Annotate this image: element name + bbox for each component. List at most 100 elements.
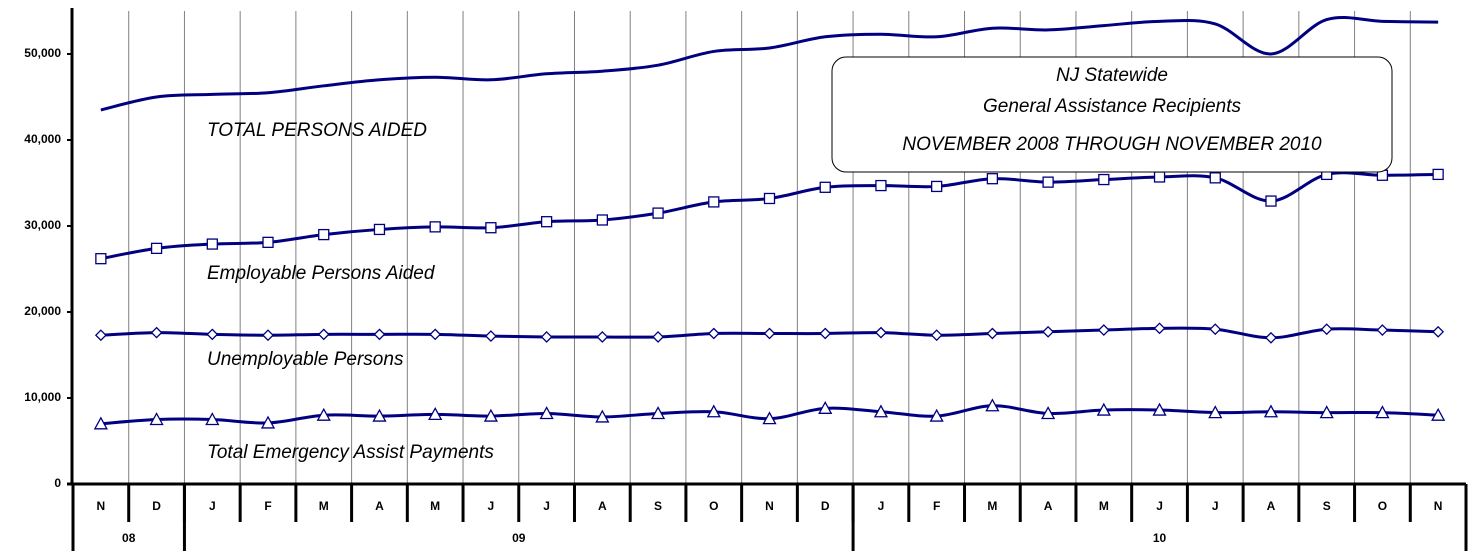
marker <box>985 398 1000 412</box>
marker <box>317 328 330 341</box>
marker <box>1265 195 1277 207</box>
marker <box>1431 407 1446 421</box>
marker <box>1097 324 1110 336</box>
marker <box>650 406 666 420</box>
marker <box>762 411 777 425</box>
marker <box>1153 322 1166 335</box>
y-tick-label: 50,000 <box>24 46 61 60</box>
chart-subtitle: NOVEMBER 2008 THROUGH NOVEMBER 2010 <box>902 134 1322 155</box>
marker <box>1263 404 1279 418</box>
marker <box>485 222 497 234</box>
marker <box>93 416 108 430</box>
x-tick-label: J <box>878 499 885 513</box>
x-tick-label: N <box>765 499 774 513</box>
marker <box>1153 171 1166 183</box>
marker <box>819 181 831 193</box>
marker <box>260 415 276 429</box>
x-tick-label: D <box>821 499 830 513</box>
marker <box>1208 405 1223 419</box>
marker <box>596 331 609 343</box>
marker <box>930 329 943 342</box>
marker <box>595 409 610 423</box>
marker <box>1432 168 1444 181</box>
marker <box>931 180 943 193</box>
x-tick-label: M <box>987 499 997 513</box>
series-line <box>100 16 1439 112</box>
x-tick-label: J <box>1212 499 1219 513</box>
year-label: 08 <box>122 531 136 545</box>
marker <box>1209 172 1221 184</box>
title-box <box>831 56 1393 173</box>
marker <box>763 327 776 340</box>
marker <box>1098 173 1110 186</box>
chart-subtitle: General Assistance Recipients <box>983 96 1242 117</box>
marker <box>706 404 721 418</box>
marker <box>819 327 832 340</box>
marker <box>1042 325 1055 338</box>
marker <box>150 326 163 339</box>
marker <box>1432 325 1445 338</box>
marker <box>1320 323 1333 336</box>
marker <box>94 329 107 342</box>
marker <box>316 407 331 421</box>
x-tick-label: A <box>1267 499 1276 513</box>
x-tick-label: O <box>709 499 718 513</box>
y-tick-label: 0 <box>54 476 61 490</box>
y-tick-label: 20,000 <box>24 304 61 318</box>
series-line <box>100 171 1439 261</box>
marker <box>1375 405 1390 419</box>
marker <box>318 228 330 241</box>
chart-title: NJ Statewide <box>1056 65 1168 86</box>
marker <box>540 216 553 228</box>
marker <box>652 207 664 219</box>
x-tick-label: N <box>97 499 106 513</box>
marker <box>428 406 443 420</box>
marker <box>1096 402 1111 416</box>
marker <box>1319 405 1334 419</box>
marker <box>206 328 219 341</box>
marker <box>818 400 833 414</box>
marker <box>873 404 889 418</box>
marker <box>1042 176 1054 188</box>
x-tick-label: M <box>430 499 440 513</box>
marker <box>1265 331 1277 344</box>
marker <box>707 327 720 340</box>
marker <box>206 238 218 250</box>
x-tick-label: J <box>209 499 216 513</box>
marker <box>373 223 386 236</box>
x-tick-label: M <box>319 499 329 513</box>
marker <box>372 408 387 422</box>
marker <box>929 408 944 422</box>
year-label: 09 <box>512 531 526 545</box>
marker <box>483 408 498 422</box>
marker <box>95 253 107 265</box>
x-tick-label: S <box>1323 499 1331 513</box>
marker <box>484 330 497 342</box>
x-tick-label: A <box>598 499 607 513</box>
marker <box>150 242 163 255</box>
marker <box>540 331 553 343</box>
marker <box>1152 402 1167 416</box>
marker <box>429 328 442 341</box>
marker <box>875 326 887 339</box>
marker <box>373 328 386 341</box>
marker <box>596 214 608 226</box>
marker <box>262 236 274 248</box>
x-tick-label: S <box>654 499 662 513</box>
y-tick-label: 10,000 <box>24 390 61 404</box>
series-label: Unemployable Persons <box>207 349 404 370</box>
x-tick-label: M <box>1099 499 1109 513</box>
marker <box>708 196 720 208</box>
marker <box>986 327 999 340</box>
x-tick-label: A <box>1044 499 1053 513</box>
series-label: Total Emergency Assist Payments <box>207 442 494 463</box>
x-tick-label: D <box>152 499 161 513</box>
marker <box>205 412 220 426</box>
marker <box>262 329 274 342</box>
marker <box>149 412 164 426</box>
series-label: TOTAL PERSONS AIDED <box>207 120 427 141</box>
year-label: 10 <box>1153 531 1167 545</box>
x-tick-label: A <box>375 499 384 513</box>
marker <box>1041 406 1056 420</box>
